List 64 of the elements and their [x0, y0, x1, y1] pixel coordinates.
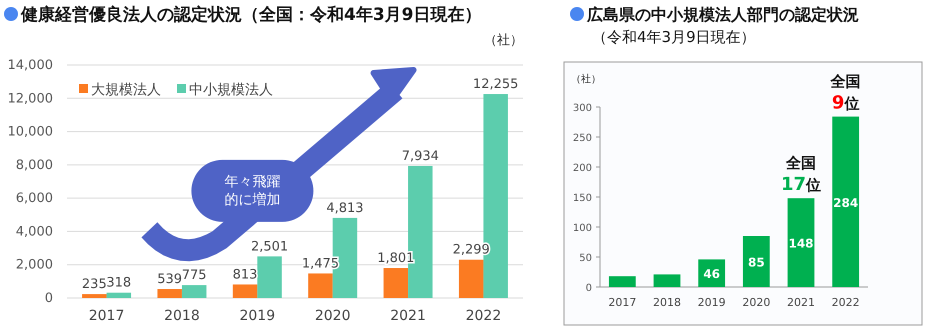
bar	[308, 273, 333, 298]
y-tick-label: 8,000	[16, 158, 53, 173]
bar	[232, 284, 258, 298]
data-label: 539	[157, 272, 182, 288]
data-label: 813	[232, 267, 258, 282]
annotation: 全国 9位	[830, 72, 861, 114]
data-label: 775	[182, 268, 207, 284]
bar	[257, 256, 282, 298]
y-axis-title: （社）	[484, 33, 523, 48]
bar	[788, 198, 814, 287]
bar	[458, 260, 484, 298]
chart-subtitle: （令和4年3月9日現在）	[592, 28, 756, 46]
y-tick-label: 2,000	[16, 258, 53, 273]
y-tick-label: 10,000	[8, 124, 53, 140]
x-tick-label: 2019	[698, 296, 726, 309]
legend-label: 大規模法人	[91, 82, 161, 98]
legend-label: 中小規模法人	[189, 82, 273, 98]
y-tick-label: 250	[572, 133, 592, 144]
y-axis-title: （社）	[571, 73, 601, 85]
x-tick-label: 2018	[653, 296, 681, 309]
data-label: 4,813	[326, 200, 364, 216]
bar	[82, 294, 107, 298]
y-tick-label: 150	[572, 193, 592, 204]
bar	[654, 274, 680, 287]
data-label: 7,934	[402, 148, 439, 164]
y-tick-label: 4,000	[16, 224, 53, 240]
data-label: 235	[82, 277, 107, 292]
y-tick-label: 0	[44, 291, 53, 306]
bar	[182, 285, 206, 298]
data-label: 148	[788, 236, 814, 251]
y-tick-label: 200	[572, 163, 592, 174]
x-tick-label: 2022	[466, 308, 502, 324]
data-label: 2,501	[250, 239, 288, 254]
bar	[106, 292, 132, 298]
x-tick-label: 2022	[832, 296, 860, 309]
data-label: 318	[106, 276, 132, 291]
x-tick-label: 2018	[164, 308, 200, 324]
bar	[742, 236, 770, 287]
y-tick-label: 6,000	[16, 191, 53, 206]
x-tick-label: 2017	[608, 296, 636, 309]
x-tick-label: 2021	[787, 296, 815, 309]
data-label: 284	[833, 196, 858, 210]
y-tick-label: 50	[579, 253, 592, 264]
x-tick-label: 2021	[390, 308, 426, 324]
x-tick-label: 2020	[742, 296, 770, 309]
data-label: 12,255	[472, 77, 518, 92]
bar	[832, 116, 860, 287]
data-label: 46	[703, 267, 720, 282]
annotation: 全国 17位	[780, 154, 822, 196]
y-tick-label: 0	[586, 283, 592, 294]
data-label: 85	[748, 256, 765, 270]
bar	[608, 276, 636, 287]
y-tick-label: 14,000	[8, 58, 53, 73]
annotation: 年々飛躍的に増加	[224, 174, 280, 208]
bar	[157, 289, 182, 298]
y-tick-label: 300	[572, 103, 592, 114]
bar	[384, 268, 408, 298]
x-tick-label: 2019	[239, 308, 276, 324]
chart-title: 健康経営優良法人の認定状況（全国：令和4年3月9日現在）	[20, 5, 482, 25]
x-tick-label: 2017	[88, 308, 124, 324]
y-tick-label: 100	[572, 223, 592, 234]
x-tick-label: 2020	[314, 308, 351, 324]
y-tick-label: 12,000	[8, 91, 53, 106]
chart-title: 広島県の中小規模法人部門の認定状況	[586, 5, 859, 24]
